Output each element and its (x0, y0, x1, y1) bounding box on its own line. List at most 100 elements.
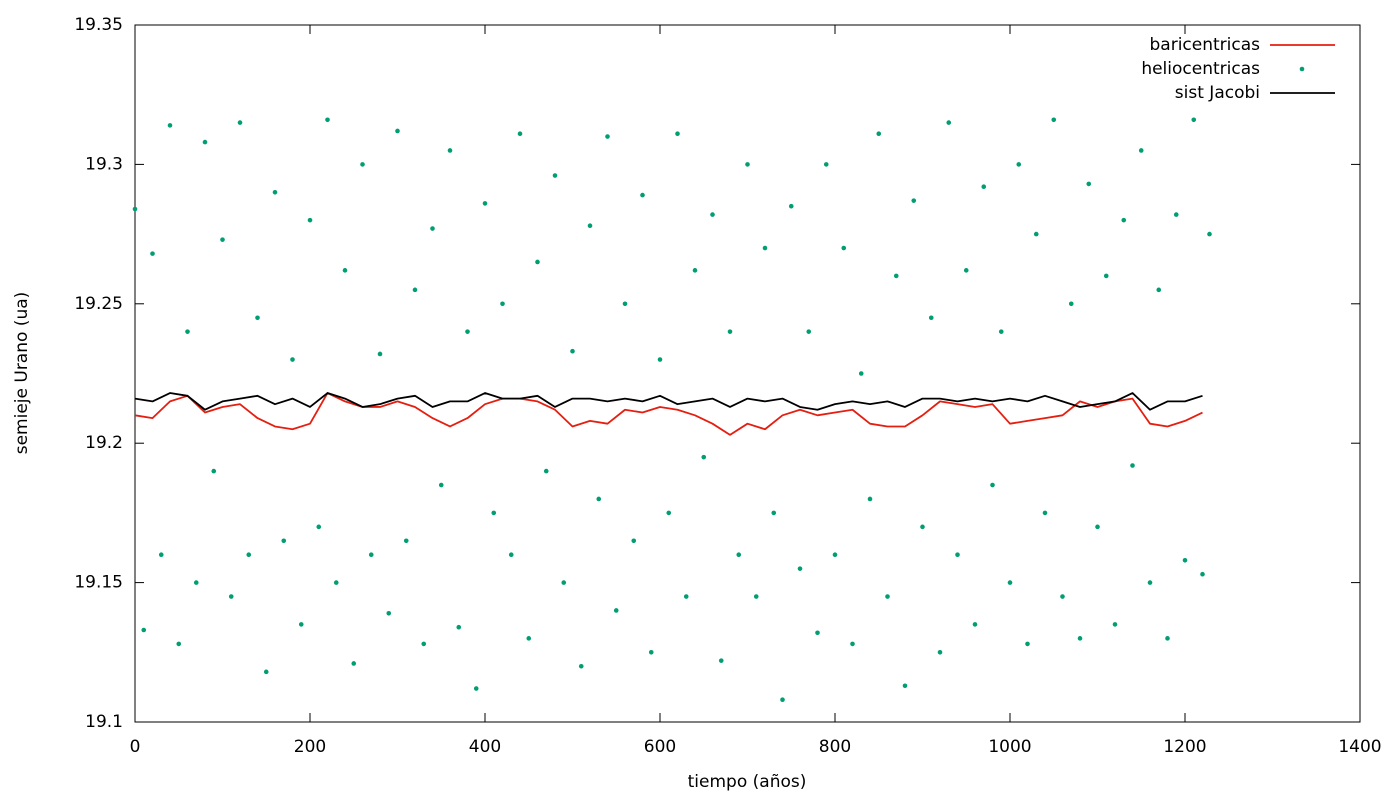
data-point (745, 162, 750, 167)
data-point (535, 259, 540, 265)
data-point (1182, 557, 1188, 563)
data-point (1033, 231, 1039, 237)
data-point (543, 468, 549, 474)
data-point (780, 697, 785, 702)
data-point (246, 552, 252, 558)
data-point (885, 594, 890, 599)
data-line (134, 392, 1203, 411)
data-point (596, 496, 602, 502)
data-point (1112, 622, 1118, 627)
data-point (788, 203, 794, 209)
data-point (911, 198, 917, 203)
data-point (1103, 273, 1109, 279)
data-point (360, 162, 365, 167)
data-point (666, 510, 672, 516)
data-point (465, 329, 470, 334)
data-point (167, 123, 173, 128)
data-point (1147, 580, 1153, 585)
x-tick-label: 1200 (1163, 737, 1206, 757)
data-point (867, 496, 873, 502)
x-tick-label: 800 (819, 737, 851, 757)
data-point (508, 552, 514, 558)
data-point (333, 580, 339, 585)
data-point (1042, 510, 1048, 516)
data-point (185, 329, 190, 334)
data-point (526, 636, 532, 641)
data-point (552, 173, 558, 178)
data-point (1025, 641, 1030, 647)
data-point (920, 524, 925, 530)
data-point (631, 538, 637, 544)
data-point (220, 237, 225, 242)
data-point (955, 552, 960, 558)
data-point (850, 641, 855, 647)
data-point (640, 192, 645, 198)
data-point (587, 223, 593, 229)
data-point (386, 610, 392, 616)
data-point (1191, 117, 1197, 123)
data-point (368, 552, 374, 558)
y-tick-label: 19.2 (85, 433, 123, 453)
data-point (753, 594, 759, 599)
data-point (1207, 231, 1212, 237)
legend-label: sist Jacobi (1175, 83, 1260, 103)
data-point (815, 630, 820, 636)
data-point (736, 552, 742, 558)
data-point (517, 131, 523, 137)
data-point (578, 663, 584, 669)
data-point (701, 454, 707, 460)
data-point (211, 468, 217, 474)
data-point (1016, 162, 1022, 167)
y-tick-label: 19.35 (74, 15, 123, 35)
x-tick-label: 600 (644, 737, 676, 757)
x-tick-label: 1000 (988, 737, 1031, 757)
data-point (141, 627, 147, 633)
data-point (683, 594, 689, 599)
data-point (981, 184, 987, 190)
data-point (403, 538, 409, 544)
data-point (1121, 217, 1127, 223)
data-point (946, 120, 952, 125)
data-point (158, 552, 164, 558)
data-point (351, 661, 357, 666)
data-point (1077, 636, 1083, 641)
data-point (438, 482, 444, 488)
data-point (281, 538, 287, 544)
data-point (561, 580, 567, 585)
data-point (823, 162, 829, 167)
data-point (430, 226, 435, 231)
data-point (447, 148, 453, 153)
data-point (710, 212, 715, 217)
data-point (342, 268, 348, 273)
data-point (395, 128, 400, 134)
data-point (193, 580, 199, 585)
y-axis-label: semieje Urano (ua) (12, 292, 32, 455)
data-point (657, 357, 663, 362)
data-point (412, 287, 418, 293)
data-point (316, 524, 322, 530)
data-point (132, 206, 138, 212)
x-axis-label: tiempo (años) (688, 772, 807, 792)
data-point (771, 510, 777, 516)
data-point (255, 315, 260, 321)
data-point (972, 622, 978, 627)
data-point (482, 201, 488, 206)
data-point (202, 139, 208, 145)
data-point (727, 329, 733, 334)
data-point (692, 268, 698, 273)
data-point (421, 641, 427, 647)
data-point (876, 131, 882, 137)
data-point (1156, 287, 1162, 293)
data-point (605, 134, 610, 139)
x-tick-label: 400 (469, 737, 501, 757)
data-point (307, 217, 313, 223)
data-point (841, 245, 847, 251)
data-point (263, 669, 269, 675)
data-point (500, 301, 505, 307)
data-point (456, 624, 462, 630)
data-point (675, 131, 680, 137)
data-point (858, 371, 864, 376)
data-point (570, 348, 575, 354)
y-tick-label: 19.3 (85, 154, 123, 174)
